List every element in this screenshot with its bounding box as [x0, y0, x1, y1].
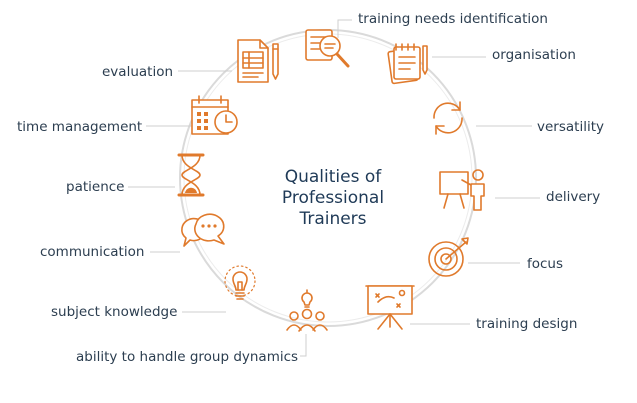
label-training-design: training design [476, 316, 578, 332]
label-time-management: time management [17, 119, 143, 135]
label-group-dynamics: ability to handle group dynamics [76, 349, 299, 365]
connector-group-dynamics [300, 334, 307, 357]
title-line-1: Qualities of [284, 167, 382, 187]
speech-bubbles-icon [178, 210, 230, 256]
target-arrow-icon [426, 236, 472, 280]
diagram-title: Qualities of Professional Trainers [258, 167, 408, 230]
magnifier-document-icon [300, 24, 354, 72]
strategy-board-icon [364, 282, 416, 332]
refresh-cycle-icon [426, 96, 470, 140]
title-line-3: Trainers [299, 209, 367, 229]
label-evaluation: evaluation [102, 64, 174, 80]
calendar-clock-icon [190, 94, 240, 138]
label-focus: focus [527, 256, 564, 272]
connector-training-needs [337, 19, 352, 38]
label-versatility: versatility [537, 119, 604, 135]
label-subject-knowledge: subject knowledge [51, 304, 178, 320]
lightbulb-icon [220, 262, 260, 310]
presenter-board-icon [438, 166, 490, 212]
label-delivery: delivery [546, 189, 601, 205]
label-communication: communication [40, 244, 145, 260]
notepad-icon [382, 40, 432, 86]
label-patience: patience [66, 179, 125, 195]
label-organisation: organisation [492, 47, 576, 63]
checklist-pen-icon [234, 38, 282, 84]
team-idea-icon [284, 289, 330, 334]
label-training-needs-identification: training needs identification [358, 11, 548, 27]
hourglass-icon [176, 152, 206, 198]
title-line-2: Professional [281, 188, 385, 208]
